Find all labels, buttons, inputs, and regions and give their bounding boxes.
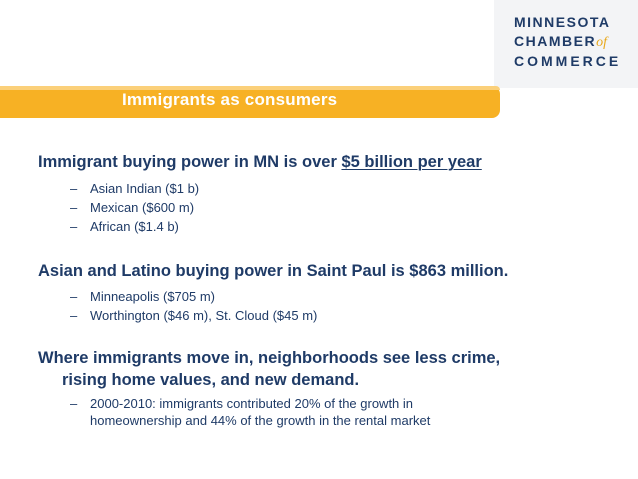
logo-line-chamber: CHAMBER [514, 33, 597, 49]
slide-title: Immigrants as consumers [122, 90, 338, 109]
logo-line-minnesota: MINNESOTA [514, 14, 611, 30]
chamber-logo: MINNESOTA CHAMBERof COMMERCE [494, 0, 638, 88]
title-band [0, 86, 500, 118]
bullet-neighborhoods: Where immigrants move in, neighborhoods … [38, 349, 501, 389]
sub-bullet: –2000-2010: immigrants contributed 20% o… [70, 396, 431, 428]
bullet-saint-paul: Asian and Latino buying power in Saint P… [38, 262, 509, 280]
underlined-amount: $5 billion per year [341, 153, 482, 171]
sub-bullet: – African ($1.4 b) [70, 219, 179, 234]
sub-bullet: – Minneapolis ($705 m) [70, 289, 216, 304]
sub-bullet: – Worthington ($46 m), St. Cloud ($45 m) [70, 308, 318, 323]
bullet-buying-power-mn: Immigrant buying power in MN is over $5 … [38, 153, 482, 171]
sub-bullet: – Mexican ($600 m) [70, 200, 195, 215]
logo-line-commerce: COMMERCE [514, 53, 622, 69]
sub-bullet: – Asian Indian ($1 b) [70, 181, 200, 196]
logo-of: of [596, 35, 607, 50]
